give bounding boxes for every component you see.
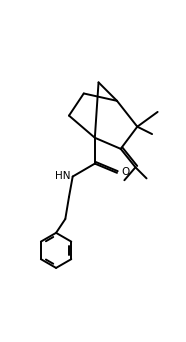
- Text: HN: HN: [55, 171, 70, 181]
- Text: O: O: [121, 167, 129, 177]
